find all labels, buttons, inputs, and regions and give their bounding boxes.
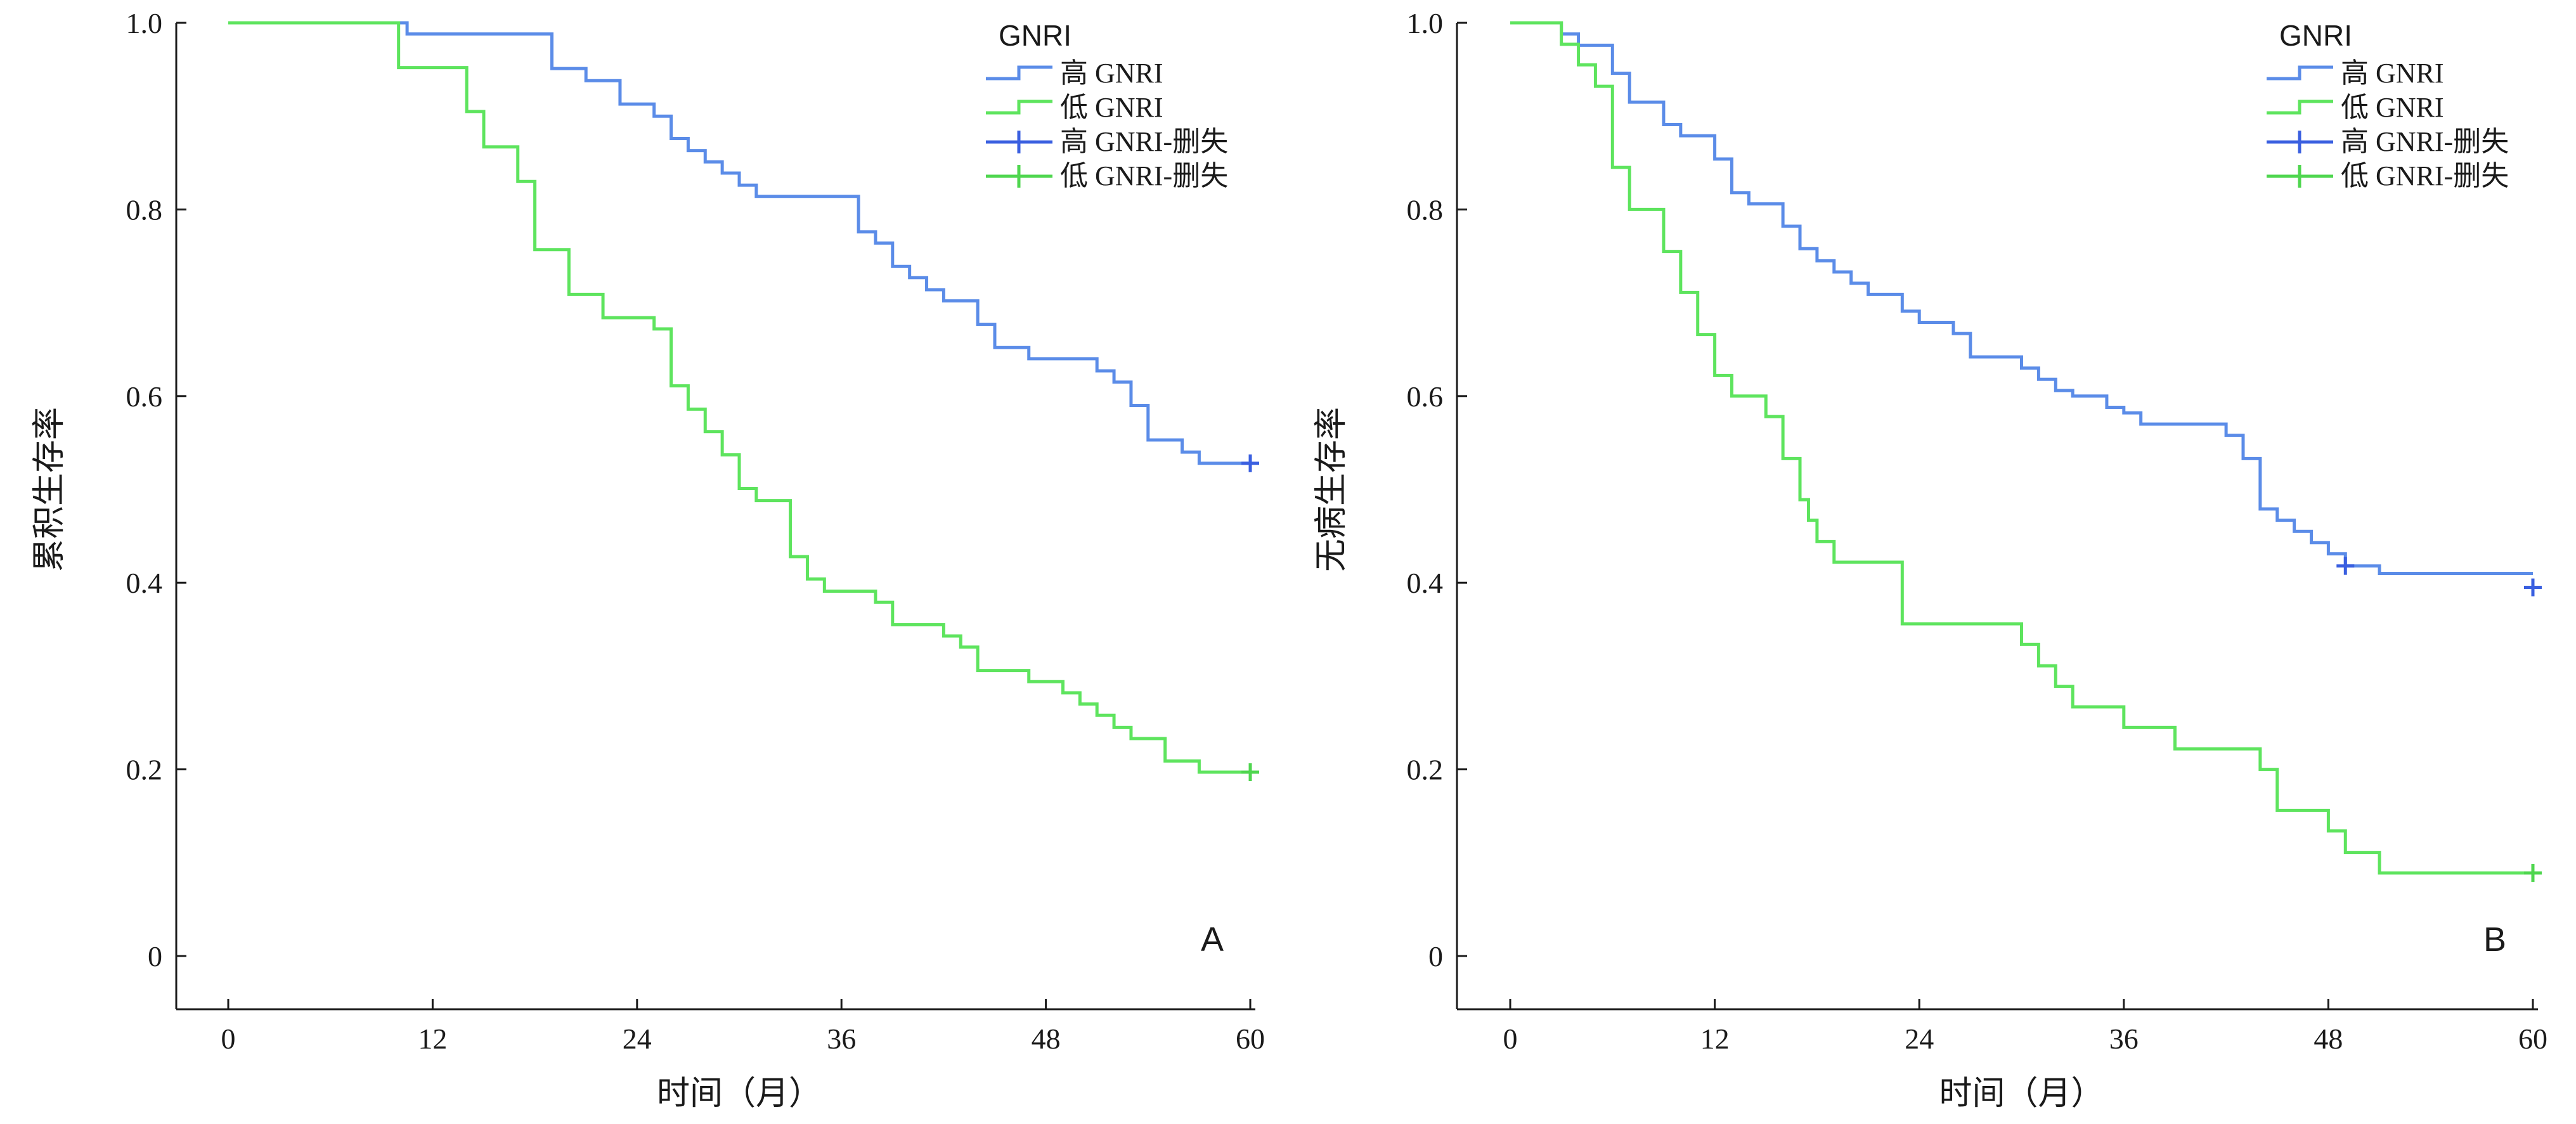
legend-entry: 高 GNRI-删失: [986, 126, 1228, 157]
x-tick-label: 12: [418, 1023, 447, 1055]
legend-label: 高 GNRI: [1060, 58, 1163, 89]
y-tick-label: 0.4: [126, 567, 163, 599]
censor-mark-low-gnri: [2524, 863, 2542, 882]
y-tick-label: 0.2: [1407, 754, 1444, 786]
series-line-low-gnri: [1510, 21, 2533, 875]
x-tick-label: 24: [1905, 1023, 1934, 1055]
legend-label: 高 GNRI: [2341, 58, 2444, 89]
y-tick-label: 0.8: [1407, 193, 1444, 226]
panel-b-disease-free-chart: 0 0.2 0.4 0.6 0.8 1.0 0 12 24 36 48 60 时间（月） 无病生存率 B GN…: [1314, 7, 2547, 1112]
x-tick-label: 0: [221, 1023, 236, 1055]
y-tick-label: 0: [148, 940, 162, 972]
legend-label: 低 GNRI-删失: [1060, 160, 1228, 191]
censor-mark-high-gnri: [1241, 454, 1259, 472]
legend-entry: 低 GNRI: [2267, 92, 2444, 123]
legend-label: 低 GNRI: [2341, 92, 2444, 123]
legend-label: 高 GNRI-删失: [2341, 126, 2509, 157]
censor-mark-low-gnri: [1241, 763, 1259, 782]
legend-entry: 低 GNRI-删失: [2267, 160, 2509, 191]
x-tick-label: 36: [2109, 1023, 2139, 1055]
x-tick-label: 48: [2314, 1023, 2343, 1055]
y-tick-label: 1.0: [1407, 7, 1444, 39]
x-tick-label: 60: [2518, 1023, 2547, 1055]
y-axis-title: 累积生存率: [32, 407, 68, 572]
legend-swatch-line: [986, 100, 1052, 115]
legend-entry: 高 GNRI-删失: [2267, 126, 2509, 157]
x-axis-title: 时间（月）: [1939, 1076, 2104, 1112]
x-tick-label: 12: [1700, 1023, 1730, 1055]
y-tick-label: 0.8: [126, 193, 163, 226]
series-line-low-gnri: [228, 21, 1250, 774]
legend-swatch-line: [986, 65, 1052, 81]
y-tick-label: 1.0: [126, 7, 163, 39]
legend-entry: 高 GNRI: [986, 58, 1163, 89]
y-tick-label: 0: [1428, 940, 1443, 972]
x-tick-label: 24: [623, 1023, 652, 1055]
x-tick-label: 0: [1503, 1023, 1518, 1055]
panel-letter: A: [1201, 921, 1224, 959]
panel-letter: B: [2483, 921, 2506, 959]
legend-swatch-line: [2267, 100, 2333, 115]
panel-a-survival-chart: 0 0.2 0.4 0.6 0.8 1.0 0 12 24 36 48 60 时间（月） 累积生存率 A GN…: [32, 7, 1265, 1112]
legend-title: GNRI: [999, 19, 1071, 52]
censor-mark-high-gnri: [2336, 557, 2355, 575]
y-tick-label: 0.6: [126, 380, 163, 413]
series-line-high-gnri: [228, 21, 1250, 465]
x-tick-label: 48: [1032, 1023, 1061, 1055]
legend-entry: 高 GNRI: [2267, 58, 2444, 89]
series-line-high-gnri: [1510, 21, 2533, 575]
x-axis-title: 时间（月）: [657, 1076, 822, 1112]
legend-entry: 低 GNRI-删失: [986, 160, 1228, 191]
y-tick-label: 0.4: [1407, 567, 1444, 599]
legend-label: 低 GNRI: [1060, 92, 1163, 123]
legend-swatch-line: [2267, 65, 2333, 81]
legend-label: 低 GNRI-删失: [2341, 160, 2509, 191]
y-tick-label: 0.6: [1407, 380, 1444, 413]
x-tick-label: 60: [1236, 1023, 1265, 1055]
legend-label: 高 GNRI-删失: [1060, 126, 1228, 157]
y-tick-label: 0.2: [126, 754, 163, 786]
censor-mark-high-gnri: [2524, 578, 2542, 597]
y-axis-title: 无病生存率: [1314, 407, 1350, 572]
legend-entry: 低 GNRI: [986, 92, 1163, 123]
x-tick-label: 36: [827, 1023, 856, 1055]
legend-title: GNRI: [2279, 19, 2352, 52]
